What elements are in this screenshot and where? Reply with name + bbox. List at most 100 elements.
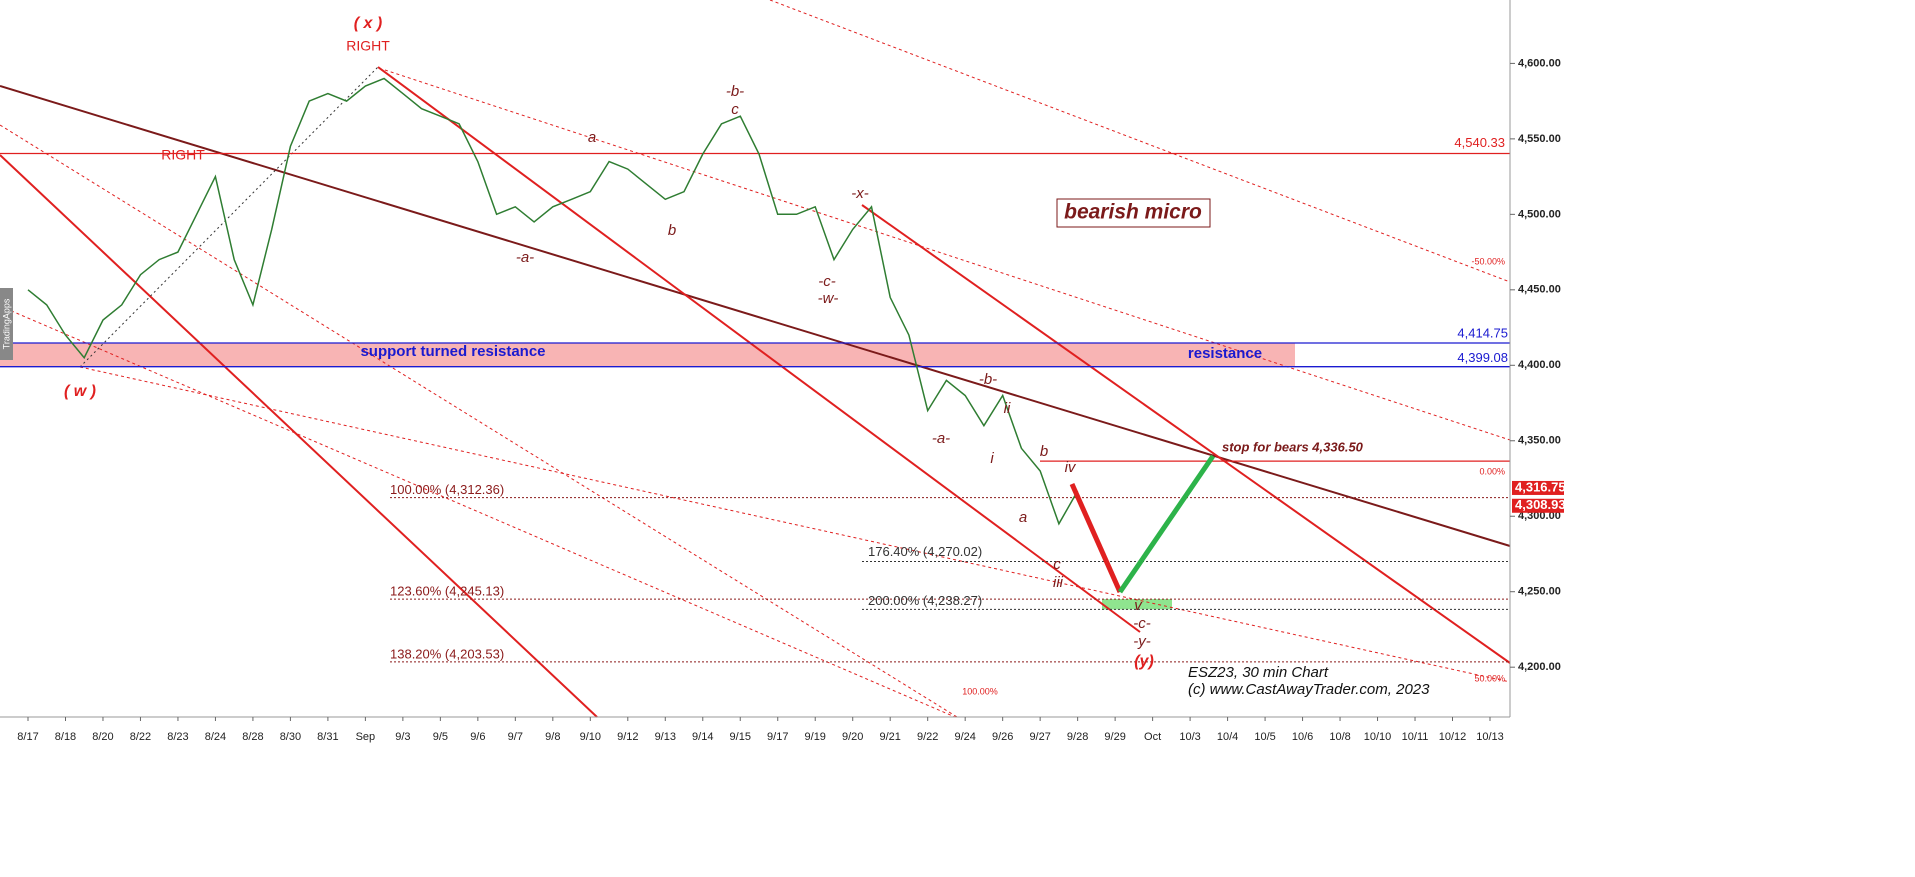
x-tick-label: 9/5	[433, 731, 448, 743]
wave-label: -w-	[818, 290, 839, 307]
y-tick-label: 4,600.00	[1518, 57, 1561, 69]
annotations: ( x ) RIGHT RIGHT ( w ) -a- a b -b- c -x…	[0, 15, 1505, 698]
x-tick-label: 9/14	[692, 731, 713, 743]
logo-box	[0, 288, 13, 360]
wave-label: iv	[1065, 459, 1077, 476]
zone-gap	[1295, 343, 1510, 367]
wave-label: ii	[1004, 400, 1011, 417]
x-tick-label: 10/12	[1439, 731, 1467, 743]
price-tag-label: 4,316.75	[1515, 479, 1566, 494]
wave-label: ( x )	[354, 15, 382, 32]
arrow-up	[1117, 454, 1216, 594]
trendline	[0, 305, 956, 718]
x-tick-label: 9/3	[395, 731, 410, 743]
x-tick-label: 9/6	[470, 731, 485, 743]
x-tick-label: 10/13	[1476, 731, 1504, 743]
x-tick-label: 9/28	[1067, 731, 1088, 743]
y-tick-label: 4,200.00	[1518, 661, 1561, 673]
x-tick-label: 9/24	[954, 731, 975, 743]
x-tick-label: 8/28	[242, 731, 263, 743]
x-tick-label: 9/17	[767, 731, 788, 743]
level-label: 123.60% (4,245.13)	[390, 584, 504, 599]
zone-label: resistance	[1188, 345, 1262, 362]
axes: 4,200.00 4,250.00 4,300.00 4,350.00 4,400.00…	[17, 57, 1565, 743]
x-tick-label: 9/15	[730, 731, 751, 743]
wave-label: b	[1040, 443, 1048, 460]
x-tick-label: 9/27	[1029, 731, 1050, 743]
level-label: 4,414.75	[1457, 325, 1508, 340]
level-label: 200.00% (4,238.27)	[868, 593, 982, 608]
target-box	[1102, 599, 1172, 610]
x-tick-label: 8/31	[317, 731, 338, 743]
x-tick-label: 8/17	[17, 731, 38, 743]
trendline	[79, 366, 1511, 683]
x-tick-label: 10/8	[1329, 731, 1350, 743]
note: bearish micro	[1064, 201, 1202, 224]
x-tick-label: 9/7	[508, 731, 523, 743]
x-tick-label: 9/21	[879, 731, 900, 743]
level-label: stop for bears 4,336.50	[1222, 440, 1364, 455]
wave-label: v	[1134, 597, 1143, 614]
x-tick-label: 10/5	[1254, 731, 1275, 743]
wave-label: -a-	[516, 249, 534, 266]
x-tick-label: 10/4	[1217, 731, 1238, 743]
x-tick-label: 8/30	[280, 731, 301, 743]
wave-label: -a-	[932, 430, 950, 447]
level-label: 138.20% (4,203.53)	[390, 646, 504, 661]
x-tick-label: 9/22	[917, 731, 938, 743]
wave-label: iii	[1053, 574, 1064, 591]
price-tag	[1512, 480, 1564, 495]
x-tick-label: Oct	[1144, 731, 1161, 743]
wave-label: a	[1019, 509, 1027, 526]
level-label: 100.00% (4,312.36)	[390, 482, 504, 497]
trendline	[0, 124, 958, 718]
resistance-zone	[0, 343, 1295, 367]
trendline	[0, 85, 1511, 547]
x-tick-label: 9/8	[545, 731, 560, 743]
x-tick-label: 8/20	[92, 731, 113, 743]
y-tick-label: 4,500.00	[1518, 208, 1561, 220]
note: RIGHT	[161, 147, 205, 163]
price-layer	[27, 77, 1079, 526]
zone-label: support turned resistance	[360, 343, 545, 360]
credit: (c) www.CastAwayTrader.com, 2023	[1188, 681, 1430, 698]
trendline	[79, 66, 379, 368]
x-tick-label: 10/6	[1292, 731, 1313, 743]
level-label: 4,540.33	[1454, 135, 1505, 150]
x-tick-label: Sep	[356, 731, 376, 743]
price-tag-label: 4,308.93	[1515, 497, 1566, 512]
chart-title: ESZ23, 30 min Chart	[1188, 664, 1329, 681]
price-tag	[1512, 498, 1564, 513]
wave-label: -b-	[979, 371, 997, 388]
note: RIGHT	[346, 38, 390, 54]
price-line	[27, 77, 1079, 526]
x-tick-label: 8/18	[55, 731, 76, 743]
channel-label: 50.00%	[1474, 673, 1505, 683]
x-tick-label: 8/23	[167, 731, 188, 743]
channel-label: 0.00%	[1479, 466, 1505, 476]
wave-label: b	[668, 222, 676, 239]
x-tick-label: 9/10	[580, 731, 601, 743]
wave-label: -y-	[1133, 633, 1151, 650]
x-tick-label: 9/12	[617, 731, 638, 743]
wave-label: -c-	[818, 273, 836, 290]
x-tick-label: 9/26	[992, 731, 1013, 743]
y-tick-label: 4,250.00	[1518, 586, 1561, 598]
trendline	[769, 0, 1511, 283]
x-tick-label: 10/3	[1179, 731, 1200, 743]
wave-label: c	[1053, 556, 1061, 573]
y-tick-label: 4,300.00	[1518, 510, 1561, 522]
wave-label: c	[731, 101, 739, 118]
wave-label: ( w )	[64, 383, 96, 400]
trendline	[377, 66, 1141, 633]
wave-label: (y)	[1134, 653, 1154, 670]
x-tick-label: 10/11	[1402, 731, 1429, 743]
wave-label: -x-	[851, 185, 869, 202]
y-tick-label: 4,400.00	[1518, 359, 1561, 371]
x-tick-label: 10/10	[1364, 731, 1392, 743]
x-tick-label: 9/29	[1104, 731, 1125, 743]
x-tick-label: 9/13	[655, 731, 676, 743]
trendline	[861, 204, 1511, 664]
arrow-down	[1069, 482, 1123, 594]
trendline	[0, 154, 598, 718]
